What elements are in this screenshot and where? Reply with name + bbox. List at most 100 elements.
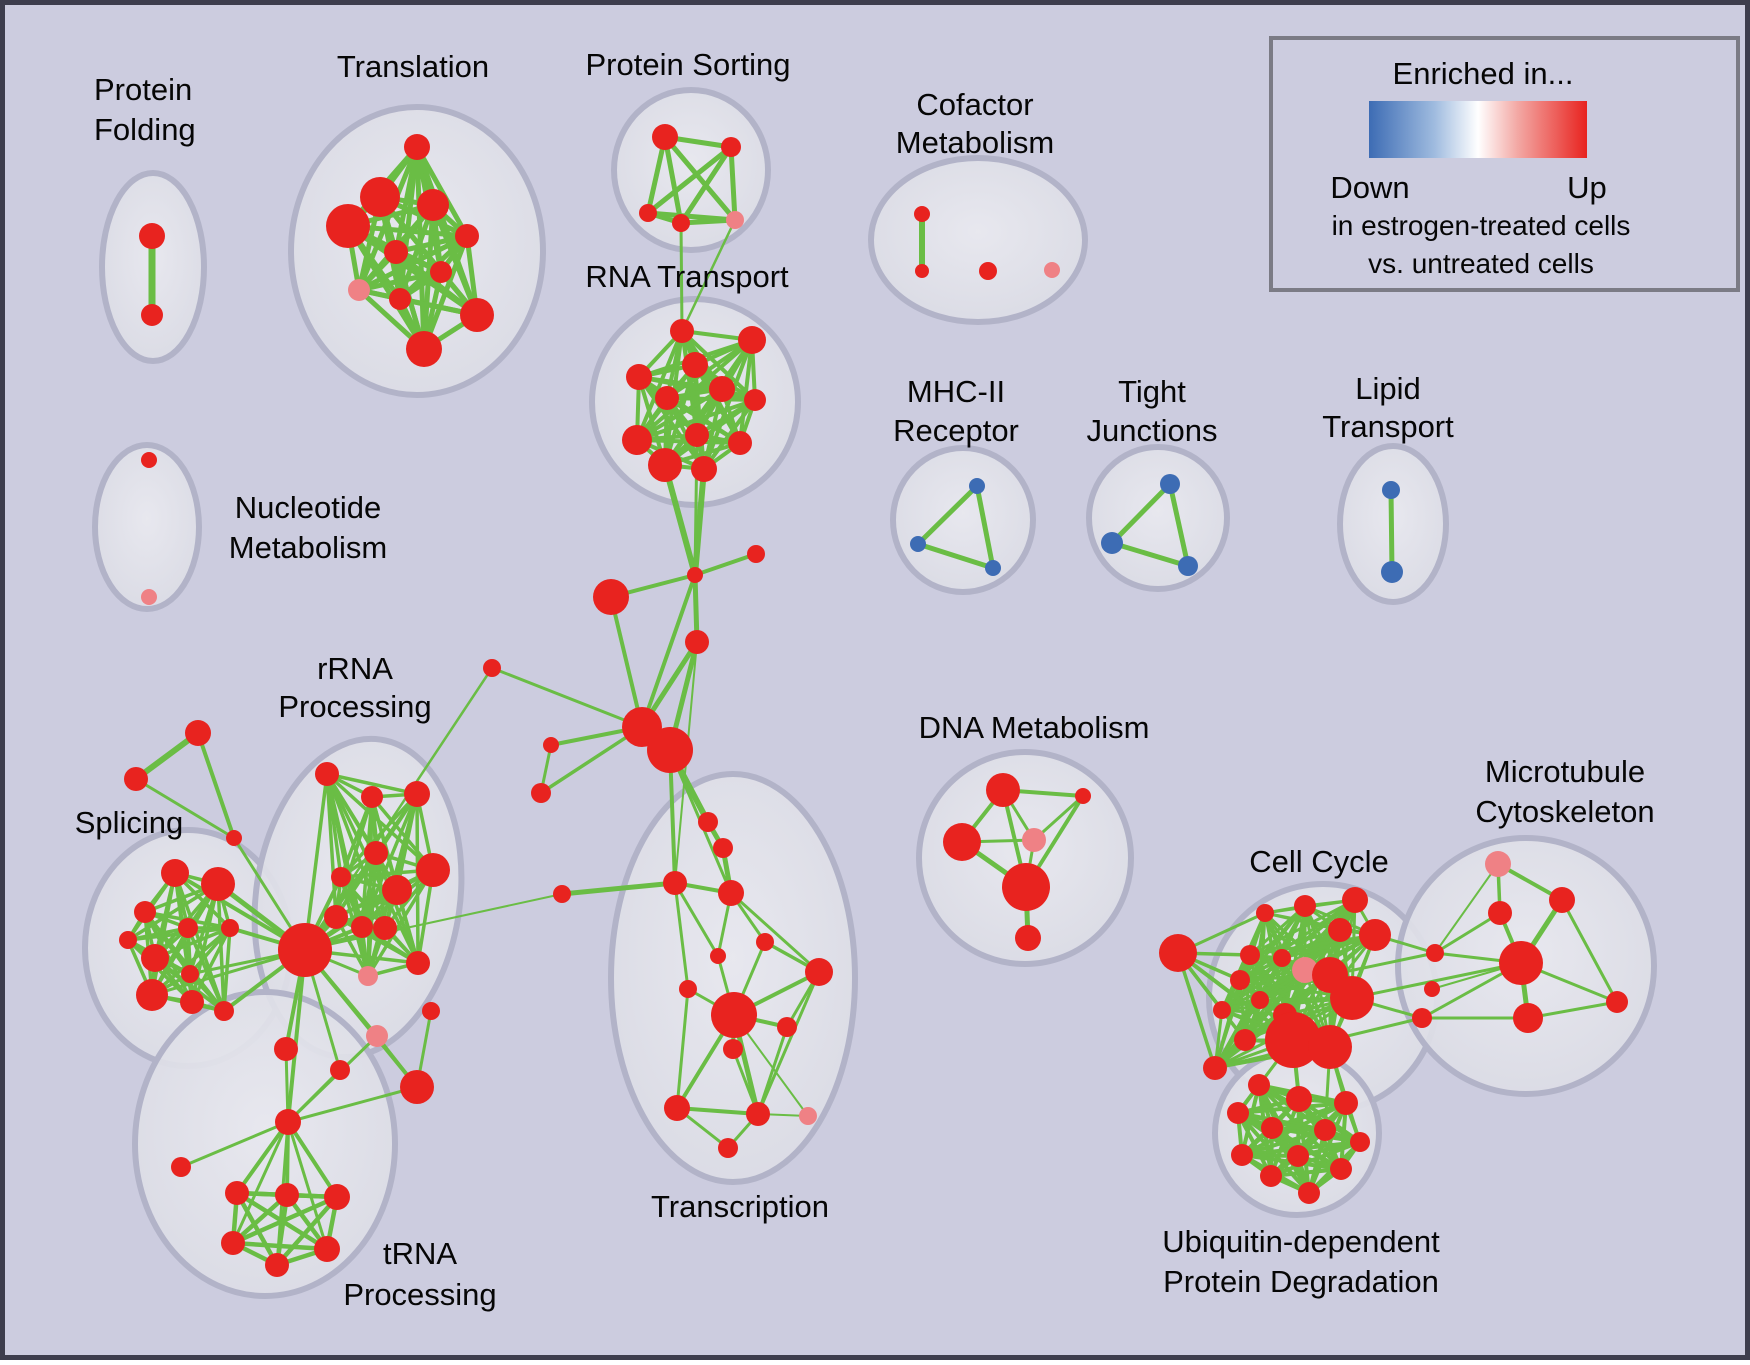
network-node-131 — [1265, 1012, 1321, 1068]
network-node-127 — [1213, 1001, 1231, 1019]
network-edge — [286, 1034, 379, 1124]
network-node-83 — [531, 783, 551, 803]
cluster-labels: Protein Folding Translation Protein Sorting… — [75, 47, 1655, 1312]
network-node-124 — [1230, 970, 1250, 990]
network-node-34 — [969, 478, 985, 494]
network-node-85 — [275, 1109, 301, 1135]
network-node-138 — [1606, 991, 1628, 1013]
network-node-74 — [278, 923, 332, 977]
network-node-128 — [1251, 991, 1269, 1009]
network-edge — [662, 462, 698, 578]
network-node-118 — [1342, 887, 1368, 913]
network-node-117 — [1294, 895, 1316, 917]
network-node-77 — [422, 1002, 440, 1020]
network-node-73 — [373, 916, 397, 940]
network-edge — [662, 134, 684, 226]
network-edge — [756, 970, 821, 1116]
network-edge — [635, 398, 757, 442]
cluster-label-lipid-transport-line2: Transport — [1322, 409, 1454, 444]
network-edge — [134, 777, 236, 840]
network-node-116 — [1256, 904, 1274, 922]
network-edge — [1109, 540, 1191, 569]
network-node-11 — [460, 298, 494, 332]
network-node-65 — [361, 786, 383, 808]
network-node-59 — [141, 944, 169, 972]
network-node-53 — [161, 859, 189, 887]
cluster-label-transcription-line1: Transcription — [651, 1189, 829, 1224]
network-node-113 — [1002, 863, 1050, 911]
network-node-71 — [324, 905, 348, 929]
network-node-92 — [314, 1236, 340, 1262]
network-edge — [702, 398, 757, 471]
network-node-136 — [1488, 901, 1512, 925]
network-node-18 — [914, 206, 930, 222]
cluster-nucleotide-metabolism — [92, 442, 202, 612]
network-node-102 — [777, 1017, 797, 1037]
network-node-101 — [711, 992, 757, 1038]
network-node-100 — [805, 958, 833, 986]
network-edge — [1248, 928, 1342, 957]
network-node-67 — [364, 841, 388, 865]
network-node-146 — [1227, 1102, 1249, 1124]
network-node-35 — [910, 536, 926, 552]
network-node-14 — [721, 137, 741, 157]
network-node-106 — [799, 1107, 817, 1125]
network-edge — [230, 1240, 330, 1252]
network-node-23 — [738, 326, 766, 354]
network-node-24 — [682, 352, 708, 378]
cluster-label-trna-processing-line1: tRNA — [383, 1236, 457, 1271]
network-node-19 — [915, 264, 929, 278]
network-node-148 — [1314, 1119, 1336, 1141]
cluster-label-splicing-line1: Splicing — [75, 805, 184, 840]
network-edge — [1433, 911, 1502, 955]
network-node-114 — [1015, 925, 1041, 951]
network-node-33 — [691, 456, 717, 482]
network-node-95 — [663, 871, 687, 895]
network-edge — [1176, 951, 1217, 1070]
network-node-75 — [358, 966, 378, 986]
network-edge — [1248, 898, 1357, 957]
network-node-13 — [652, 124, 678, 150]
network-node-132 — [1308, 1025, 1352, 1069]
network-edge — [150, 926, 232, 997]
network-node-15 — [639, 204, 657, 222]
cluster-label-tight-junctions-line1: Tight — [1118, 374, 1186, 409]
network-node-86 — [171, 1157, 191, 1177]
network-node-137 — [1499, 941, 1543, 985]
network-edge — [196, 731, 236, 840]
network-node-98 — [710, 948, 726, 964]
network-node-56 — [178, 918, 198, 938]
network-node-6 — [455, 224, 479, 248]
network-edge — [673, 881, 720, 958]
network-edge — [678, 217, 738, 226]
network-node-61 — [136, 979, 168, 1011]
network-edge — [693, 552, 758, 577]
network-edge — [222, 926, 232, 1013]
network-node-31 — [728, 431, 752, 455]
network-node-9 — [348, 279, 370, 301]
network-node-110 — [1075, 788, 1091, 804]
network-edge — [693, 433, 699, 577]
network-node-103 — [723, 1039, 743, 1059]
network-node-62 — [180, 990, 204, 1014]
network-node-121 — [1240, 945, 1260, 965]
network-edge — [286, 1085, 419, 1124]
network-node-143 — [1248, 1074, 1270, 1096]
cluster-label-rrna-processing-line2: Processing — [278, 689, 431, 724]
network-edge — [230, 1192, 290, 1246]
network-node-58 — [119, 931, 137, 949]
network-edge — [1220, 956, 1284, 1012]
network-edge — [915, 541, 996, 571]
network-edge — [728, 144, 738, 223]
network-node-1 — [141, 304, 163, 326]
network-edge — [286, 1120, 329, 1251]
cluster-trna-processing — [132, 989, 398, 1299]
network-node-97 — [756, 933, 774, 951]
network-node-153 — [1260, 1165, 1282, 1187]
network-edge — [663, 398, 757, 467]
network-node-104 — [664, 1095, 690, 1121]
network-edge — [635, 329, 684, 442]
network-node-72 — [351, 916, 373, 938]
cluster-label-ubiquitin-protein-degradation-line2: Protein Degradation — [1163, 1264, 1439, 1299]
